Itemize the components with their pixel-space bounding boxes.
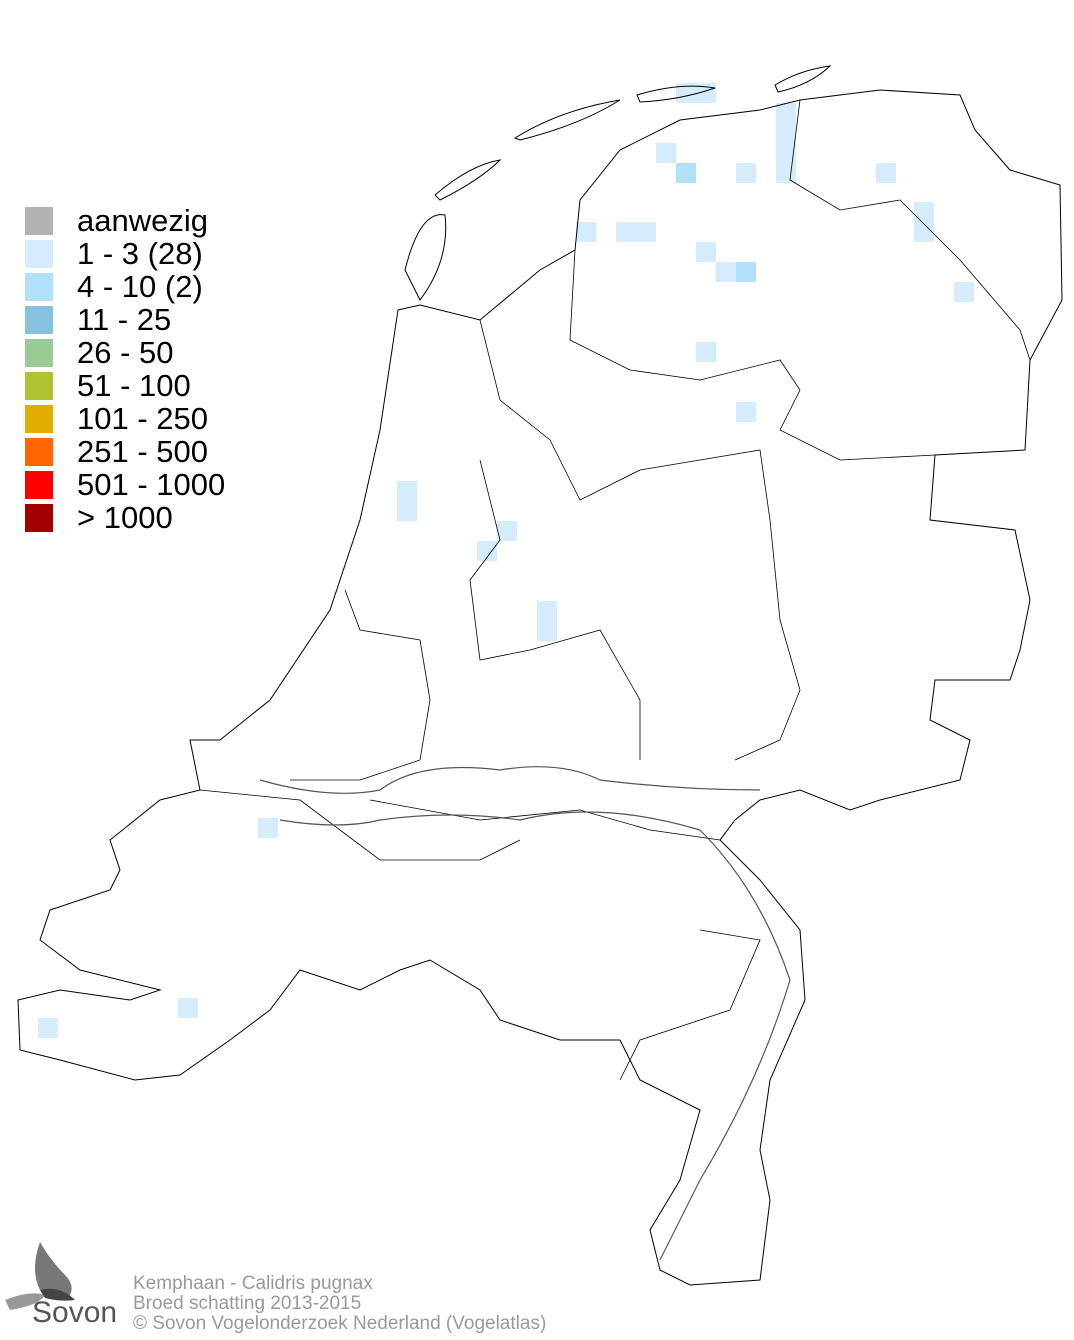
legend-swatch: [25, 206, 53, 235]
legend-label: 51 - 100: [77, 368, 191, 403]
grid-cell: [477, 541, 497, 561]
grid-cell: [576, 222, 596, 242]
grid-cell: [537, 601, 557, 641]
legend-label: aanwezig: [77, 203, 208, 238]
legend-swatch: [25, 404, 53, 433]
grid-cell: [696, 242, 716, 262]
legend-swatch: [25, 503, 53, 532]
grid-cell: [696, 342, 716, 362]
legend-item: 4 - 10 (2): [25, 270, 225, 303]
legend-label: 11 - 25: [77, 302, 172, 337]
legend-item: 26 - 50: [25, 336, 225, 369]
grid-cell: [914, 202, 934, 242]
legend-swatch: [25, 437, 53, 466]
grid-cell: [178, 998, 198, 1018]
legend-label: 4 - 10 (2): [77, 269, 203, 304]
legend-label: > 1000: [77, 500, 173, 535]
grid-cell: [616, 222, 656, 242]
grid-cell: [397, 481, 417, 521]
island-vlieland: [434, 159, 502, 201]
island-ameland: [636, 85, 716, 103]
island-schiermonnikoog: [774, 65, 832, 93]
species-name: Kemphaan - Calidris pugnax: [133, 1273, 373, 1294]
legend-item: 11 - 25: [25, 303, 225, 336]
grid-cell: [736, 262, 756, 282]
copyright: © Sovon Vogelonderzoek Nederland (Vogela…: [133, 1313, 547, 1334]
legend-label: 251 - 500: [77, 434, 208, 469]
legend: aanwezig 1 - 3 (28) 4 - 10 (2) 11 - 25 26 - …: [25, 204, 225, 534]
legend-item: aanwezig: [25, 204, 225, 237]
grid-cell: [716, 262, 736, 282]
legend-item: 501 - 1000: [25, 468, 225, 501]
country-outline: [17, 89, 1063, 1286]
legend-label: 26 - 50: [77, 335, 174, 370]
island-terschelling: [513, 99, 621, 141]
sovon-bird-logo-icon: [5, 1242, 75, 1310]
grid-cell: [676, 163, 696, 183]
grid-cell: [876, 163, 896, 183]
grid-cells: [38, 83, 974, 1038]
legend-swatch: [25, 272, 53, 301]
grid-cell: [736, 163, 756, 183]
province-borders: [199, 99, 1031, 1081]
rivers: [259, 766, 791, 1261]
legend-swatch: [25, 338, 53, 367]
grid-cell: [497, 521, 517, 541]
legend-item: 251 - 500: [25, 435, 225, 468]
legend-swatch: [25, 371, 53, 400]
survey-period: Broed schatting 2013-2015: [133, 1293, 362, 1314]
legend-item: 101 - 250: [25, 402, 225, 435]
legend-swatch: [25, 239, 53, 268]
grid-cell: [776, 103, 796, 183]
legend-label: 101 - 250: [77, 401, 208, 436]
grid-cell: [258, 818, 278, 838]
legend-item: > 1000: [25, 501, 225, 534]
grid-cell: [676, 83, 716, 103]
legend-swatch: [25, 305, 53, 334]
legend-swatch: [25, 470, 53, 499]
island-texel: [404, 214, 447, 301]
legend-item: 51 - 100: [25, 369, 225, 402]
legend-item: 1 - 3 (28): [25, 237, 225, 270]
grid-cell: [656, 143, 676, 163]
grid-cell: [954, 282, 974, 302]
legend-label: 1 - 3 (28): [77, 236, 203, 271]
map-caption: Kemphaan - Calidris pugnax Broed schatti…: [133, 1274, 546, 1334]
grid-cell: [38, 1018, 58, 1038]
legend-label: 501 - 1000: [77, 467, 226, 502]
grid-cell: [736, 402, 756, 422]
logo-text: Sovon: [32, 1296, 118, 1329]
